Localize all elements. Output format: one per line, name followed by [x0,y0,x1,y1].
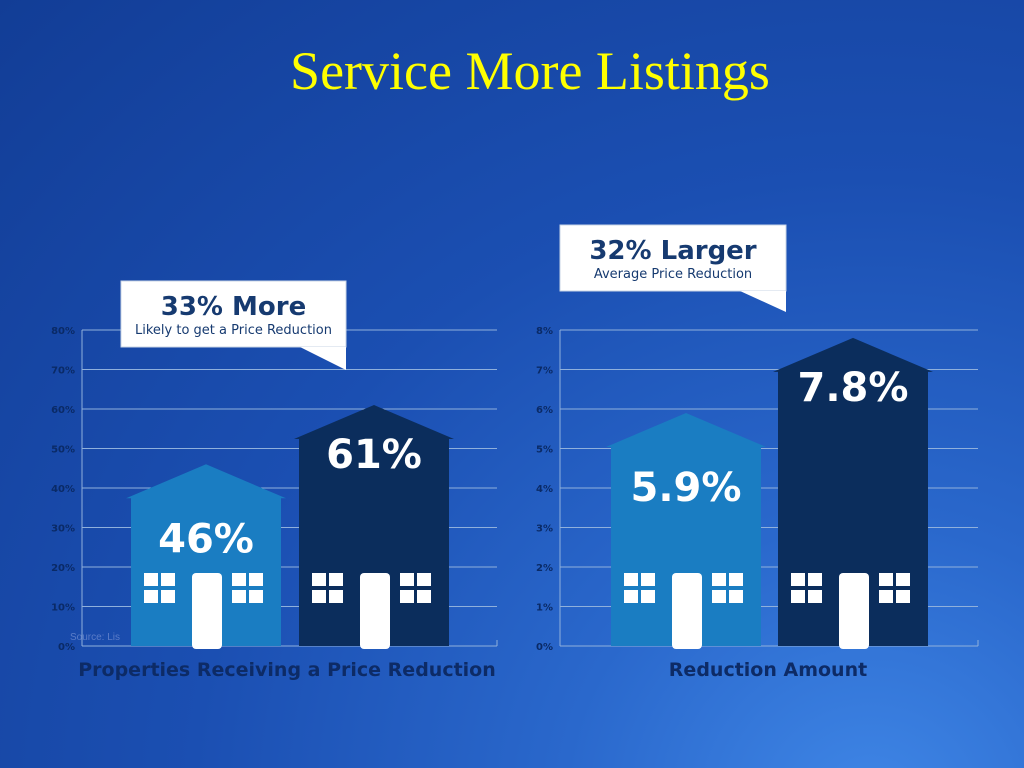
data-label: 46% [158,516,254,562]
y-tick-label: 5% [536,445,553,456]
window-pane [791,590,805,603]
callout-tail [740,291,786,312]
window-pane [249,573,263,586]
y-tick-label: 50% [51,445,75,456]
callout-headline: 32% Larger [589,236,756,266]
data-label: 5.9% [631,465,742,511]
window-pane [896,573,910,586]
y-tick-label: 0% [58,642,75,653]
window-pane [791,573,805,586]
y-tick-label: 20% [51,563,75,574]
y-tick-label: 0% [536,642,553,653]
bar [606,412,766,646]
door [192,573,222,649]
callout-headline: 33% More [161,292,306,322]
bar-house-1: 5.9% [606,412,766,649]
data-label: 7.8% [798,365,909,411]
window-pane [808,590,822,603]
window-pane [712,590,726,603]
window-pane [400,573,414,586]
window-pane [161,573,175,586]
source-note: Source: Lis [70,632,120,643]
callout-box [120,280,347,348]
window-pane [641,590,655,603]
door [672,573,702,649]
window-pane [232,590,246,603]
door [360,573,390,649]
window-pane [896,590,910,603]
bar-house-2: 7.8% [773,337,933,649]
window-pane [400,590,414,603]
window-pane [232,573,246,586]
y-tick-label: 70% [51,366,75,377]
window-pane [312,590,326,603]
window-pane [879,590,893,603]
slide-title: Service More Listings [290,41,770,101]
y-tick-label: 10% [51,603,75,614]
callout-tail [300,347,346,370]
chart-panel-1: 0% 10% 20% 30% 40% 50% 60% 70% 80% Source: Lis 46%… [51,280,498,681]
window-pane [729,573,743,586]
window-pane [161,590,175,603]
window-pane [624,590,638,603]
y-tick-label: 1% [536,603,553,614]
door [839,573,869,649]
y-tick-label: 30% [51,524,75,535]
y-tick-label: 8% [536,326,553,337]
callout-subtext: Likely to get a Price Reduction [135,323,332,338]
window-pane [879,573,893,586]
bar-house-1: 46% [126,464,286,649]
chart-panel-2: 0% 1% 2% 3% 4% 5% 6% 7% 8% 5.9% 7.8% 32% LargerAver… [536,224,979,681]
callout-subtext: Average Price Reduction [594,267,752,282]
window-pane [417,590,431,603]
window-pane [808,573,822,586]
y-tick-label: 4% [536,484,553,495]
x-axis-label: Properties Receiving a Price Reduction [78,659,496,681]
window-pane [729,590,743,603]
y-tick-label: 80% [51,326,75,337]
y-tick-label: 40% [51,484,75,495]
window-pane [144,573,158,586]
bar-house-2: 61% [294,405,454,649]
window-pane [417,573,431,586]
window-pane [249,590,263,603]
y-tick-label: 6% [536,405,553,416]
y-tick-label: 3% [536,524,553,535]
window-pane [712,573,726,586]
x-axis-label: Reduction Amount [669,659,867,681]
y-tick-label: 60% [51,405,75,416]
callout-box [559,224,787,292]
window-pane [329,590,343,603]
y-tick-label: 2% [536,563,553,574]
data-label: 61% [326,432,422,478]
window-pane [624,573,638,586]
window-pane [144,590,158,603]
y-tick-label: 7% [536,366,553,377]
window-pane [641,573,655,586]
bar [773,337,933,646]
window-pane [329,573,343,586]
window-pane [312,573,326,586]
